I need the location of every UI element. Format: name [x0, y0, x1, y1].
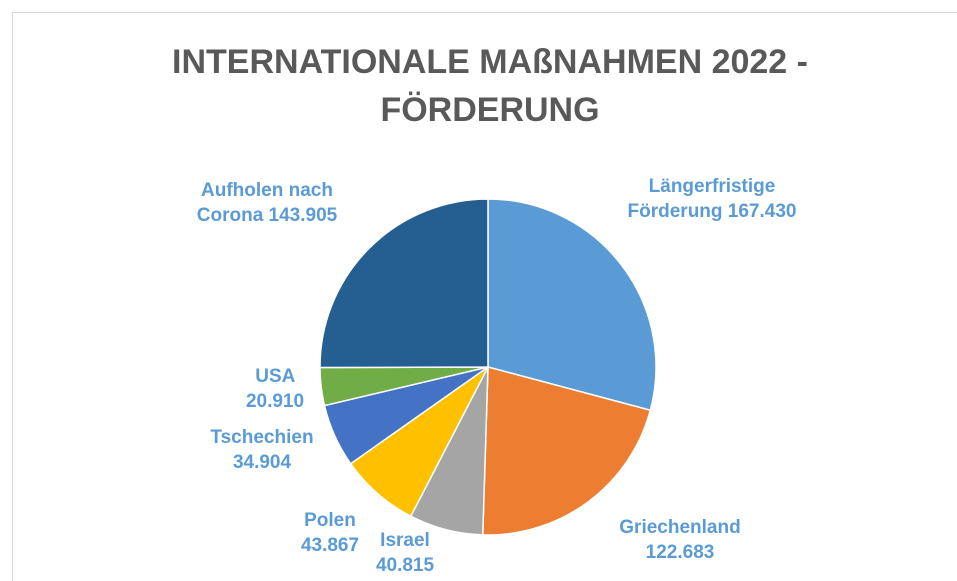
chart-frame — [12, 12, 957, 581]
category-label: Längerfristige Förderung — [627, 176, 776, 222]
value-label: 20.910 — [245, 391, 305, 412]
data-label: Griechenland 122.683 — [595, 515, 765, 565]
value-label: 40.815 — [375, 555, 435, 576]
data-label: Tschechien 34.904 — [192, 425, 332, 475]
data-label: Israel 40.815 — [365, 528, 445, 578]
data-label: Polen 43.867 — [285, 508, 375, 558]
value-label: 167.430 — [727, 201, 797, 222]
pie-slice — [319, 198, 489, 369]
value-label: 122.683 — [645, 542, 715, 563]
chart-title: INTERNATIONALE MAßNAHMEN 2022 - FÖRDERUN… — [172, 43, 808, 129]
value-label: 143.905 — [268, 205, 338, 226]
category-label: USA — [255, 366, 295, 387]
category-label: Polen — [304, 510, 356, 531]
category-label: Aufholen nach Corona — [196, 180, 333, 226]
category-label: Tschechien — [210, 427, 314, 448]
category-label: Griechenland — [619, 517, 741, 538]
data-label: Aufholen nach Corona 143.905 — [167, 178, 367, 228]
category-label: Israel — [380, 530, 430, 551]
pie-slice — [487, 198, 657, 412]
value-label: 43.867 — [300, 535, 360, 556]
pie-slice — [481, 366, 652, 536]
data-label: USA 20.910 — [235, 364, 315, 414]
value-label: 34.904 — [232, 452, 292, 473]
data-label: Längerfristige Förderung 167.430 — [627, 174, 797, 224]
